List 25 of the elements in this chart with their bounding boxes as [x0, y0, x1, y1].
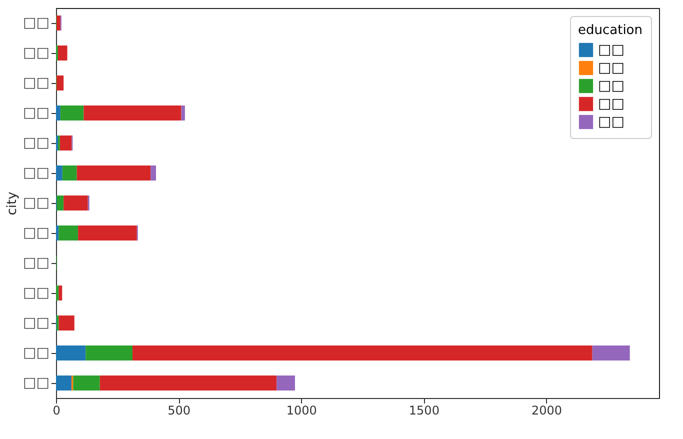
x-tick-label: 0 [52, 404, 60, 418]
legend-label: □□ [598, 78, 624, 94]
y-tick-label: □□ [23, 345, 50, 361]
y-tick-label: □□ [23, 255, 50, 271]
y-tick-label: □□ [23, 75, 50, 91]
legend-label: □□ [598, 96, 624, 112]
x-tick-label: 500 [168, 404, 191, 418]
y-tick-label: □□ [23, 195, 50, 211]
y-tick-label: □□ [23, 165, 50, 181]
y-tick-label: □□ [23, 225, 50, 241]
y-tick-label: □□ [23, 45, 50, 61]
x-tick-label: 1500 [408, 404, 440, 418]
y-axis-title: city [5, 191, 20, 216]
y-tick-label: □□ [23, 15, 50, 31]
y-tick-label: □□ [23, 375, 50, 391]
y-tick-label: □□ [23, 105, 50, 121]
y-tick-label: □□ [23, 285, 50, 301]
y-tick-label: □□ [23, 315, 50, 331]
x-tick-label: 2000 [531, 404, 562, 418]
legend-label: □□ [598, 60, 624, 76]
y-tick-label: □□ [23, 135, 50, 151]
legend-title: education [578, 23, 643, 38]
legend-label: □□ [598, 42, 624, 58]
legend-label: □□ [598, 114, 624, 130]
x-tick-label: 1000 [286, 404, 317, 418]
